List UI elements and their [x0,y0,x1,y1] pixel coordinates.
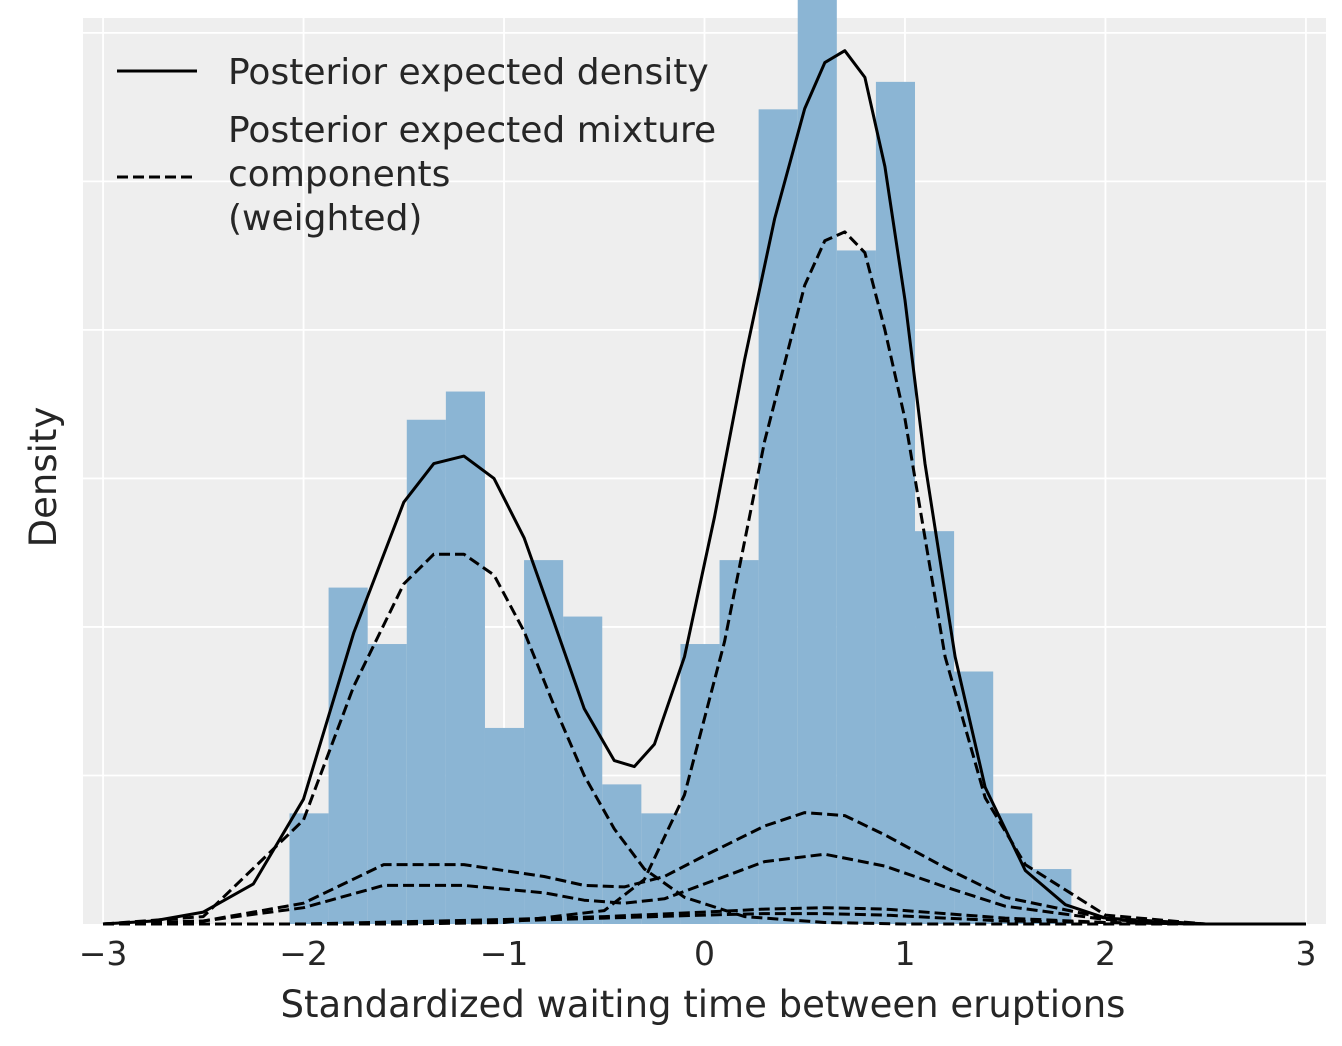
x-tick-label: 2 [1095,934,1116,973]
mixture-component-line [103,230,1306,926]
histogram-bar [797,0,837,925]
mixture-component-line [102,552,1306,926]
x-tick-label: −2 [279,934,328,973]
x-axis-label: Standardized waiting time between erupti… [281,983,1126,1026]
histogram-bar [328,587,368,924]
histogram-bars [289,0,1072,925]
legend-label-density: Posterior expected density [228,52,709,93]
histogram-bar [1032,869,1072,924]
legend-label-components-line3: (weighted) [228,198,422,239]
x-axis-ticks: −3 −2 −1 0 1 2 3 [79,934,1317,973]
legend: Posterior expected density Posterior exp… [117,52,716,239]
posterior-density-line [102,49,1306,926]
x-tick-label: 0 [694,934,715,973]
x-tick-label: 3 [1295,934,1316,973]
legend-label-components-line1: Posterior expected mixture [228,110,716,151]
density-curves [102,49,1306,926]
histogram-bar [875,81,916,924]
x-tick-label: −3 [79,934,128,973]
mixture-component-line [102,811,1306,926]
histogram-bar [484,727,525,924]
x-tick-label: −1 [480,934,529,973]
histogram-bar [367,644,407,924]
gridlines [83,18,1326,924]
histogram-bar [406,419,446,924]
histogram-bar [641,813,681,924]
histogram-bar [915,531,955,924]
mixture-component-line [103,912,1306,926]
histogram-bar [524,560,564,924]
legend-label-components-line2: components [228,154,450,195]
histogram-bar [445,391,485,925]
y-axis-label: Density [22,407,65,548]
histogram-bar [836,250,876,924]
histogram-bar [758,109,798,924]
x-tick-label: 1 [894,934,915,973]
histogram-bar [719,560,759,924]
